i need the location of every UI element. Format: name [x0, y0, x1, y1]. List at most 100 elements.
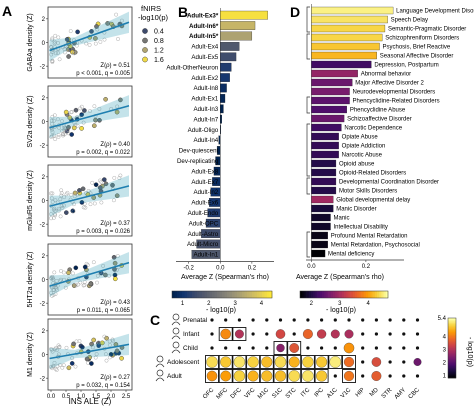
scatter-point — [51, 277, 56, 282]
bar-label: Neurodevelopmental Disorders — [353, 90, 436, 96]
bar — [311, 150, 339, 159]
bar-label: Phencyclidine Abuse — [350, 108, 406, 114]
scatter-point — [73, 364, 78, 369]
bar — [311, 141, 339, 150]
bar-label: Opioid abuse — [339, 162, 375, 168]
heatmap-cell-box — [205, 355, 219, 369]
scatter-point — [49, 52, 54, 57]
bar — [220, 62, 232, 72]
heatmap-cell — [343, 342, 355, 354]
subplot-ylabel: mGluR5 density (Z) — [27, 170, 34, 231]
x-tick-label: 1.5 — [92, 394, 101, 400]
bar-label: Psychosis, Brief Reactive — [383, 45, 451, 51]
scatter-point — [83, 205, 88, 210]
legend-title: fNIRS — [141, 4, 161, 13]
bar — [220, 52, 237, 62]
scatter-point — [65, 190, 70, 195]
scatter-point — [82, 264, 88, 270]
bar — [311, 51, 377, 60]
scatter-point — [93, 36, 98, 41]
colorbar-segment — [313, 291, 316, 298]
scatter-point — [50, 127, 54, 132]
bar — [213, 166, 221, 176]
x-tick-label: 0.0 — [307, 264, 316, 270]
scatter-point — [61, 363, 66, 368]
colorbar-segment — [308, 291, 312, 298]
scatter-point — [119, 355, 124, 361]
colorbar-segment — [383, 291, 387, 298]
scatter-point — [84, 41, 89, 46]
colorbar-segment — [219, 291, 223, 298]
colorbar-tick: 2 — [310, 301, 314, 307]
bar-label: Adult-Ex3* — [187, 12, 219, 19]
bar — [220, 114, 222, 124]
heatmap-cell-box — [273, 341, 288, 355]
scatter-point — [88, 202, 93, 207]
heatmap-cell-box — [273, 355, 288, 369]
bar-label: Major Affective Disorder 2 — [355, 81, 424, 87]
scatter-point — [58, 214, 63, 219]
heatmap-empty-dot — [388, 332, 392, 336]
y-tick-label: 0 — [42, 120, 46, 126]
bar-label: Adult-OtherNeuron — [166, 64, 218, 71]
colorbar-tick: 3 — [233, 301, 237, 307]
y-tick-label: 0 — [42, 199, 46, 205]
scatter-point — [54, 51, 58, 56]
bar-label: Adult-Ex5 — [191, 54, 218, 61]
x-tick-label: 0.2 — [362, 264, 371, 270]
heatmap-empty-dot — [292, 332, 296, 336]
panel-b-colorbar-label: - log10(p) — [206, 307, 236, 314]
heatmap-empty-dot — [251, 318, 255, 322]
colorbar-segment — [448, 339, 456, 341]
scatter-point — [103, 181, 109, 187]
bar — [311, 87, 350, 96]
colorbar-segment — [366, 291, 369, 298]
scatter-point — [99, 179, 104, 184]
scatter-point — [114, 348, 120, 354]
colorbar-segment — [448, 364, 456, 367]
colorbar-segment — [242, 291, 245, 298]
bar-label: Opioid-Related Disorders — [339, 171, 406, 177]
scatter-point — [49, 118, 54, 123]
heatmap-cell-box — [246, 355, 261, 369]
heatmap-empty-dot — [402, 318, 406, 322]
heatmap-empty-dot — [224, 318, 228, 322]
panel-a-xlabel: INS ALE (Z) — [69, 397, 112, 406]
bar-label: Adult-Micro — [187, 241, 219, 248]
colorbar-segment — [199, 291, 203, 298]
heatmap-cell — [247, 356, 259, 368]
colorbar-segment — [232, 291, 235, 298]
colorbar-segment — [448, 372, 456, 374]
scatter-point — [53, 367, 58, 371]
bar-label: Mental Retardation, Psychosocial — [331, 243, 420, 249]
scatter-point — [81, 283, 86, 288]
colorbar-segment — [311, 291, 314, 298]
colorbar-segment — [227, 291, 230, 298]
y-tick-label: -2 — [40, 376, 46, 382]
colorbar-segment — [257, 291, 260, 298]
scatter-point — [79, 200, 85, 205]
heatmap-empty-dot — [361, 374, 365, 378]
heatmap-empty-dot — [415, 318, 420, 322]
bar-label: Dev-replicating — [177, 158, 219, 165]
scatter-point — [102, 177, 107, 182]
heatmap-cell — [371, 357, 382, 367]
heatmap-cell-box — [287, 355, 302, 369]
heatmap-cell — [413, 358, 422, 366]
colorbar-tick: 4 — [366, 301, 370, 307]
y-tick-label: -2 — [40, 222, 46, 228]
bar-label: Depression, Postpartum — [374, 63, 438, 69]
colorbar-segment — [194, 291, 198, 298]
colorbar-segment — [302, 291, 305, 298]
heatmap-empty-dot — [402, 346, 406, 350]
colorbar-segment — [448, 357, 456, 359]
scatter-point — [75, 123, 80, 128]
colorbar-segment — [350, 291, 354, 298]
bar-label: Speech Delay — [391, 18, 428, 24]
colorbar-segment — [448, 318, 456, 320]
colorbar-segment — [222, 291, 225, 298]
legend-marker — [142, 56, 148, 63]
scatter-point — [107, 343, 112, 347]
scatter-point — [111, 254, 117, 260]
legend-marker — [142, 47, 148, 53]
